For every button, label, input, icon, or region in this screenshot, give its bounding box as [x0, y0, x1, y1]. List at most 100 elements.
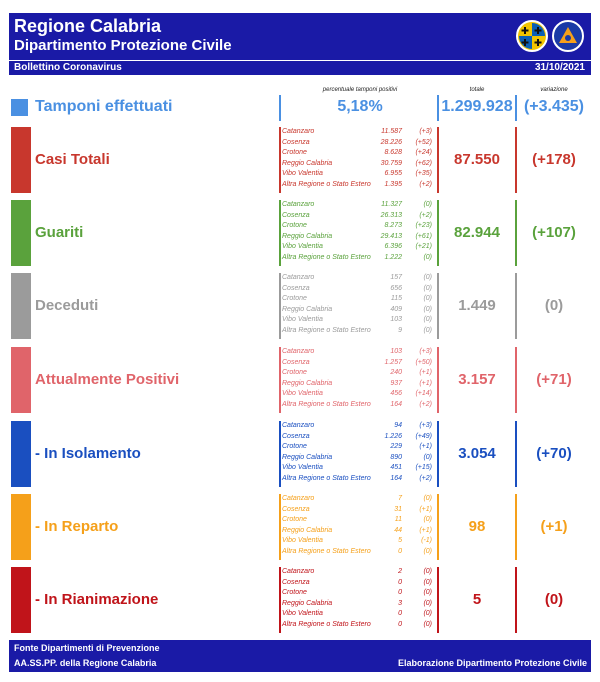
province-value: 937 — [390, 379, 402, 387]
tamponi-separator — [437, 95, 439, 121]
province-row: Catanzaro 157 (0) — [282, 274, 432, 285]
province-row: Vibo Valentia 103 (0) — [282, 316, 432, 327]
province-value: 6.955 — [384, 170, 402, 177]
province-name: Reggio Calabria — [282, 453, 333, 461]
province-name: Reggio Calabria — [282, 379, 333, 387]
section-color-bar — [11, 273, 31, 339]
province-row: Vibo Valentia 5 (-1) — [282, 537, 432, 548]
section-total: 3.157 — [458, 371, 496, 388]
province-row: Cosenza 0 (0) — [282, 579, 432, 590]
province-row: Crotone 8.273 (+23) — [282, 222, 432, 233]
province-row: Crotone 229 (+1) — [282, 443, 432, 454]
section-separator — [515, 494, 517, 560]
section-separator — [279, 273, 281, 339]
province-name: Cosenza — [282, 578, 310, 586]
province-row: Altra Regione o Stato Estero 164 (+2) — [282, 475, 432, 486]
section-variation: (+1) — [540, 518, 568, 535]
province-delta: (0) — [423, 589, 432, 596]
province-name: Altra Regione o Stato Estero — [282, 326, 371, 334]
section-label: Guariti — [35, 224, 84, 241]
page-subtitle: Dipartimento Protezione Civile — [14, 37, 232, 54]
section-separator — [279, 127, 281, 193]
province-name: Altra Regione o Stato Estero — [282, 400, 371, 408]
section-1: Guariti Catanzaro 11.327 (0) Cosenza 26.313 (+… — [0, 200, 600, 266]
province-value: 103 — [390, 316, 402, 323]
tamponi-total: 1.299.928 — [441, 98, 513, 115]
province-value: 29.413 — [380, 232, 402, 240]
province-row: Catanzaro 7 (0) — [282, 495, 432, 506]
province-delta: (+1) — [419, 505, 432, 513]
province-row: Vibo Valentia 6.955 (+35) — [282, 170, 432, 181]
province-row: Cosenza 1.226 (+49) — [282, 433, 432, 444]
tamponi-variation: (+3.435) — [523, 98, 585, 115]
province-value: 26.313 — [380, 211, 402, 219]
province-row: Altra Regione o Stato Estero 164 (+2) — [282, 401, 432, 412]
province-delta: (0) — [423, 295, 432, 302]
province-row: Catanzaro 11.587 (+3) — [282, 128, 432, 139]
province-delta: (0) — [423, 599, 432, 607]
section-separator — [515, 421, 517, 487]
province-value: 3 — [398, 599, 402, 607]
province-name: Vibo Valentia — [282, 316, 323, 323]
tamponi-label: Tamponi effettuati — [35, 98, 173, 115]
province-value: 115 — [390, 295, 402, 302]
bulletin-date: 31/10/2021 — [534, 62, 585, 73]
section-2: Deceduti Catanzaro 157 (0) Cosenza 656 (0) Crot… — [0, 273, 600, 339]
province-value: 890 — [390, 453, 402, 461]
province-delta: (+2) — [419, 400, 432, 408]
province-delta: (0) — [423, 453, 432, 461]
section-separator — [515, 127, 517, 193]
province-name: Vibo Valentia — [282, 170, 323, 177]
province-row: Altra Regione o Stato Estero 1.222 (0) — [282, 254, 432, 265]
province-name: Cosenza — [282, 284, 310, 292]
section-separator — [437, 200, 439, 266]
section-separator — [515, 567, 517, 633]
province-delta: (0) — [423, 620, 432, 628]
province-breakdown: Catanzaro 157 (0) Cosenza 656 (0) Crotone 115 (0… — [282, 274, 432, 337]
province-breakdown: Catanzaro 7 (0) Cosenza 31 (+1) Crotone 11 (0) Re… — [282, 495, 432, 558]
province-row: Catanzaro 2 (0) — [282, 568, 432, 579]
province-delta: (+49) — [415, 432, 432, 440]
section-separator — [437, 567, 439, 633]
province-row: Altra Regione o Stato Estero 0 (0) — [282, 548, 432, 559]
province-name: Reggio Calabria — [282, 599, 333, 607]
province-name: Reggio Calabria — [282, 159, 333, 167]
province-value: 164 — [390, 474, 402, 482]
bulletin-bar: Bollettino Coronavirus 31/10/2021 — [9, 60, 591, 75]
section-3: Attualmente Positivi Catanzaro 103 (+3) Cose… — [0, 347, 600, 413]
province-value: 5 — [398, 537, 402, 544]
province-breakdown: Catanzaro 103 (+3) Cosenza 1.257 (+50) Crotone… — [282, 348, 432, 411]
province-name: Catanzaro — [282, 495, 315, 502]
province-name: Cosenza — [282, 211, 310, 219]
section-separator — [437, 347, 439, 413]
bulletin-title: Bollettino Coronavirus — [14, 62, 122, 73]
province-value: 28.226 — [380, 138, 402, 146]
page-title: Regione Calabria — [14, 16, 162, 36]
province-value: 7 — [398, 495, 402, 502]
province-name: Reggio Calabria — [282, 305, 333, 313]
section-total: 98 — [468, 518, 486, 535]
province-row: Cosenza 28.226 (+52) — [282, 139, 432, 150]
section-separator — [279, 347, 281, 413]
tamponi-percent: 5,18% — [337, 98, 383, 115]
province-row: Reggio Calabria 890 (0) — [282, 454, 432, 465]
province-value: 11.587 — [381, 128, 402, 135]
province-delta: (+23) — [415, 222, 432, 229]
province-delta: (+52) — [415, 138, 432, 146]
province-row: Catanzaro 11.327 (0) — [282, 201, 432, 212]
province-name: Catanzaro — [282, 568, 315, 575]
section-color-bar — [11, 567, 31, 633]
province-breakdown: Catanzaro 2 (0) Cosenza 0 (0) Crotone 0 (0) Reggi… — [282, 568, 432, 631]
section-color-bar — [11, 200, 31, 266]
province-value: 456 — [390, 390, 402, 397]
province-value: 0 — [398, 589, 402, 596]
province-name: Crotone — [282, 295, 307, 302]
province-row: Crotone 11 (0) — [282, 516, 432, 527]
province-name: Reggio Calabria — [282, 232, 333, 240]
province-row: Crotone 8.628 (+24) — [282, 149, 432, 160]
protezione-civile-logo-icon — [552, 20, 584, 52]
section-label: Casi Totali — [35, 151, 110, 168]
province-breakdown: Catanzaro 11.587 (+3) Cosenza 28.226 (+52) Cro… — [282, 128, 432, 191]
province-name: Vibo Valentia — [282, 390, 323, 397]
province-row: Crotone 115 (0) — [282, 295, 432, 306]
